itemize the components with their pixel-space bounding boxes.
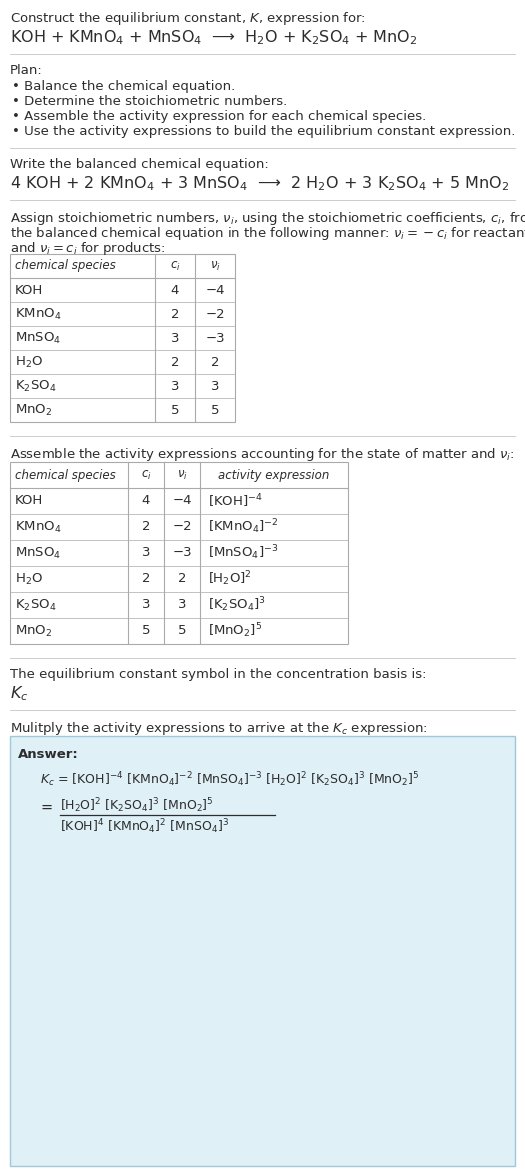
Text: The equilibrium constant symbol in the concentration basis is:: The equilibrium constant symbol in the c…	[10, 668, 426, 681]
Text: MnSO$_4$: MnSO$_4$	[15, 546, 61, 560]
Text: Answer:: Answer:	[18, 748, 79, 761]
Text: 2: 2	[142, 520, 150, 533]
Text: Write the balanced chemical equation:: Write the balanced chemical equation:	[10, 158, 269, 171]
Text: 3: 3	[171, 379, 179, 392]
Text: 5: 5	[211, 404, 219, 417]
Text: $K_c$ = [KOH]$^{-4}$ [KMnO$_4$]$^{-2}$ [MnSO$_4$]$^{-3}$ [H$_2$O]$^{2}$ [K$_2$SO: $K_c$ = [KOH]$^{-4}$ [KMnO$_4$]$^{-2}$ […	[40, 770, 419, 789]
Text: MnSO$_4$: MnSO$_4$	[15, 330, 61, 345]
Text: the balanced chemical equation in the following manner: $\nu_i = -c_i$ for react: the balanced chemical equation in the fo…	[10, 225, 525, 242]
Text: 5: 5	[142, 625, 150, 637]
Text: KOH: KOH	[15, 494, 43, 507]
Text: 3: 3	[178, 599, 186, 612]
Text: $K_c$: $K_c$	[10, 684, 28, 703]
Text: Assemble the activity expressions accounting for the state of matter and $\nu_i$: Assemble the activity expressions accoun…	[10, 446, 514, 463]
Bar	[10, 254, 235, 421]
Text: • Balance the chemical equation.: • Balance the chemical equation.	[12, 80, 235, 93]
Text: • Assemble the activity expression for each chemical species.: • Assemble the activity expression for e…	[12, 110, 426, 123]
Text: Assign stoichiometric numbers, $\nu_i$, using the stoichiometric coefficients, $: Assign stoichiometric numbers, $\nu_i$, …	[10, 210, 525, 227]
Text: 2: 2	[211, 356, 219, 369]
Text: $c_i$: $c_i$	[170, 259, 181, 272]
Text: Plan:: Plan:	[10, 65, 43, 77]
Text: Mulitply the activity expressions to arrive at the $K_c$ expression:: Mulitply the activity expressions to arr…	[10, 720, 428, 737]
Text: [KOH]$^{-4}$: [KOH]$^{-4}$	[208, 492, 262, 510]
Text: 2: 2	[171, 356, 179, 369]
Text: MnO$_2$: MnO$_2$	[15, 403, 53, 418]
Text: and $\nu_i = c_i$ for products:: and $\nu_i = c_i$ for products:	[10, 239, 165, 257]
Text: [H$_2$O]$^{2}$ [K$_2$SO$_4$]$^{3}$ [MnO$_2$]$^{5}$: [H$_2$O]$^{2}$ [K$_2$SO$_4$]$^{3}$ [MnO$…	[60, 796, 214, 815]
Text: 5: 5	[171, 404, 179, 417]
Text: 4 KOH + 2 KMnO$_4$ + 3 MnSO$_4$  ⟶  2 H$_2$O + 3 K$_2$SO$_4$ + 5 MnO$_2$: 4 KOH + 2 KMnO$_4$ + 3 MnSO$_4$ ⟶ 2 H$_2…	[10, 174, 509, 193]
Text: [K$_2$SO$_4$]$^{3}$: [K$_2$SO$_4$]$^{3}$	[208, 595, 266, 614]
Text: $\nu_i$: $\nu_i$	[176, 468, 187, 481]
Text: 5: 5	[178, 625, 186, 637]
Text: KOH + KMnO$_4$ + MnSO$_4$  ⟶  H$_2$O + K$_2$SO$_4$ + MnO$_2$: KOH + KMnO$_4$ + MnSO$_4$ ⟶ H$_2$O + K$_…	[10, 28, 417, 47]
Text: • Use the activity expressions to build the equilibrium constant expression.: • Use the activity expressions to build …	[12, 124, 516, 139]
Text: 2: 2	[178, 573, 186, 586]
Bar	[10, 736, 515, 1166]
Text: −4: −4	[172, 494, 192, 507]
Text: [MnO$_2$]$^{5}$: [MnO$_2$]$^{5}$	[208, 622, 262, 640]
Text: 4: 4	[142, 494, 150, 507]
Text: 3: 3	[142, 547, 150, 560]
Text: chemical species: chemical species	[15, 259, 116, 272]
Text: 4: 4	[171, 283, 179, 297]
Text: 3: 3	[171, 331, 179, 344]
Text: −3: −3	[205, 331, 225, 344]
Text: −2: −2	[172, 520, 192, 533]
Text: $c_i$: $c_i$	[141, 468, 151, 481]
Text: 3: 3	[142, 599, 150, 612]
Text: [H$_2$O]$^{2}$: [H$_2$O]$^{2}$	[208, 569, 252, 588]
Text: =: =	[40, 799, 52, 815]
Text: K$_2$SO$_4$: K$_2$SO$_4$	[15, 378, 56, 393]
Text: 3: 3	[211, 379, 219, 392]
Text: H$_2$O: H$_2$O	[15, 355, 43, 370]
Bar	[10, 463, 348, 645]
Text: −4: −4	[205, 283, 225, 297]
Text: activity expression: activity expression	[218, 468, 330, 481]
Text: $\nu_i$: $\nu_i$	[209, 259, 220, 272]
Text: • Determine the stoichiometric numbers.: • Determine the stoichiometric numbers.	[12, 95, 287, 108]
Text: −2: −2	[205, 308, 225, 321]
Text: 2: 2	[171, 308, 179, 321]
Text: [MnSO$_4$]$^{-3}$: [MnSO$_4$]$^{-3}$	[208, 544, 278, 562]
Text: KMnO$_4$: KMnO$_4$	[15, 519, 61, 534]
Text: [KOH]$^{4}$ [KMnO$_4$]$^{2}$ [MnSO$_4$]$^{3}$: [KOH]$^{4}$ [KMnO$_4$]$^{2}$ [MnSO$_4$]$…	[60, 817, 229, 836]
Text: K$_2$SO$_4$: K$_2$SO$_4$	[15, 598, 56, 613]
Text: Construct the equilibrium constant, $K$, expression for:: Construct the equilibrium constant, $K$,…	[10, 11, 366, 27]
Text: MnO$_2$: MnO$_2$	[15, 623, 53, 639]
Text: −3: −3	[172, 547, 192, 560]
Text: chemical species: chemical species	[15, 468, 116, 481]
Text: KMnO$_4$: KMnO$_4$	[15, 306, 61, 322]
Text: KOH: KOH	[15, 283, 43, 297]
Text: H$_2$O: H$_2$O	[15, 572, 43, 587]
Text: 2: 2	[142, 573, 150, 586]
Text: [KMnO$_4$]$^{-2}$: [KMnO$_4$]$^{-2}$	[208, 518, 278, 537]
